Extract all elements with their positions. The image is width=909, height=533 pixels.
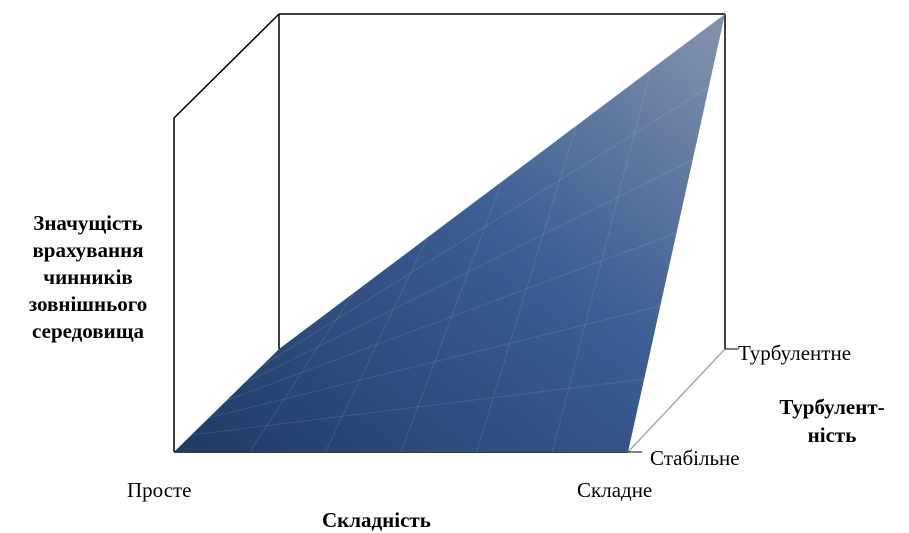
x-tick-simple: Просте — [127, 478, 192, 502]
y-axis-label-line: Турбулент- — [779, 395, 885, 419]
y-tick-turbulent: Турбулентне — [738, 341, 852, 365]
surface-mesh-line — [551, 69, 652, 453]
surface-mesh-line — [226, 232, 677, 401]
x-axis-label: Складність — [322, 508, 431, 532]
surface-mesh-line — [324, 237, 429, 453]
surface-mesh-line — [191, 378, 645, 436]
z-axis-label-line: чинників — [43, 265, 133, 289]
x-tick-complex: Складне — [577, 478, 653, 502]
y-axis-label: Турбулент- ність — [762, 393, 902, 449]
chart-surface — [174, 14, 725, 453]
surface-patch — [174, 14, 725, 452]
surface-mesh-line — [400, 181, 503, 453]
y-axis-label-line: ність — [807, 423, 857, 447]
surface-mesh-line — [476, 125, 577, 453]
left-wall-top-edge — [173, 13, 280, 119]
surface-mesh-line — [249, 292, 354, 453]
y-tick-stable: Стабільне — [650, 446, 740, 470]
z-axis-label: Значущість врахування чинників зовнішньо… — [8, 210, 168, 345]
z-axis-label-line: зовнішнього — [28, 292, 148, 316]
z-axis-label-line: врахування — [32, 238, 144, 262]
floor-right-edge — [627, 348, 726, 453]
surface-mesh-line — [243, 159, 693, 384]
z-axis-label-line: Значущість — [33, 211, 143, 235]
surface-mesh-line — [261, 86, 710, 367]
z-axis-label-line: середовища — [32, 319, 144, 343]
surface-mesh-line — [208, 305, 661, 419]
